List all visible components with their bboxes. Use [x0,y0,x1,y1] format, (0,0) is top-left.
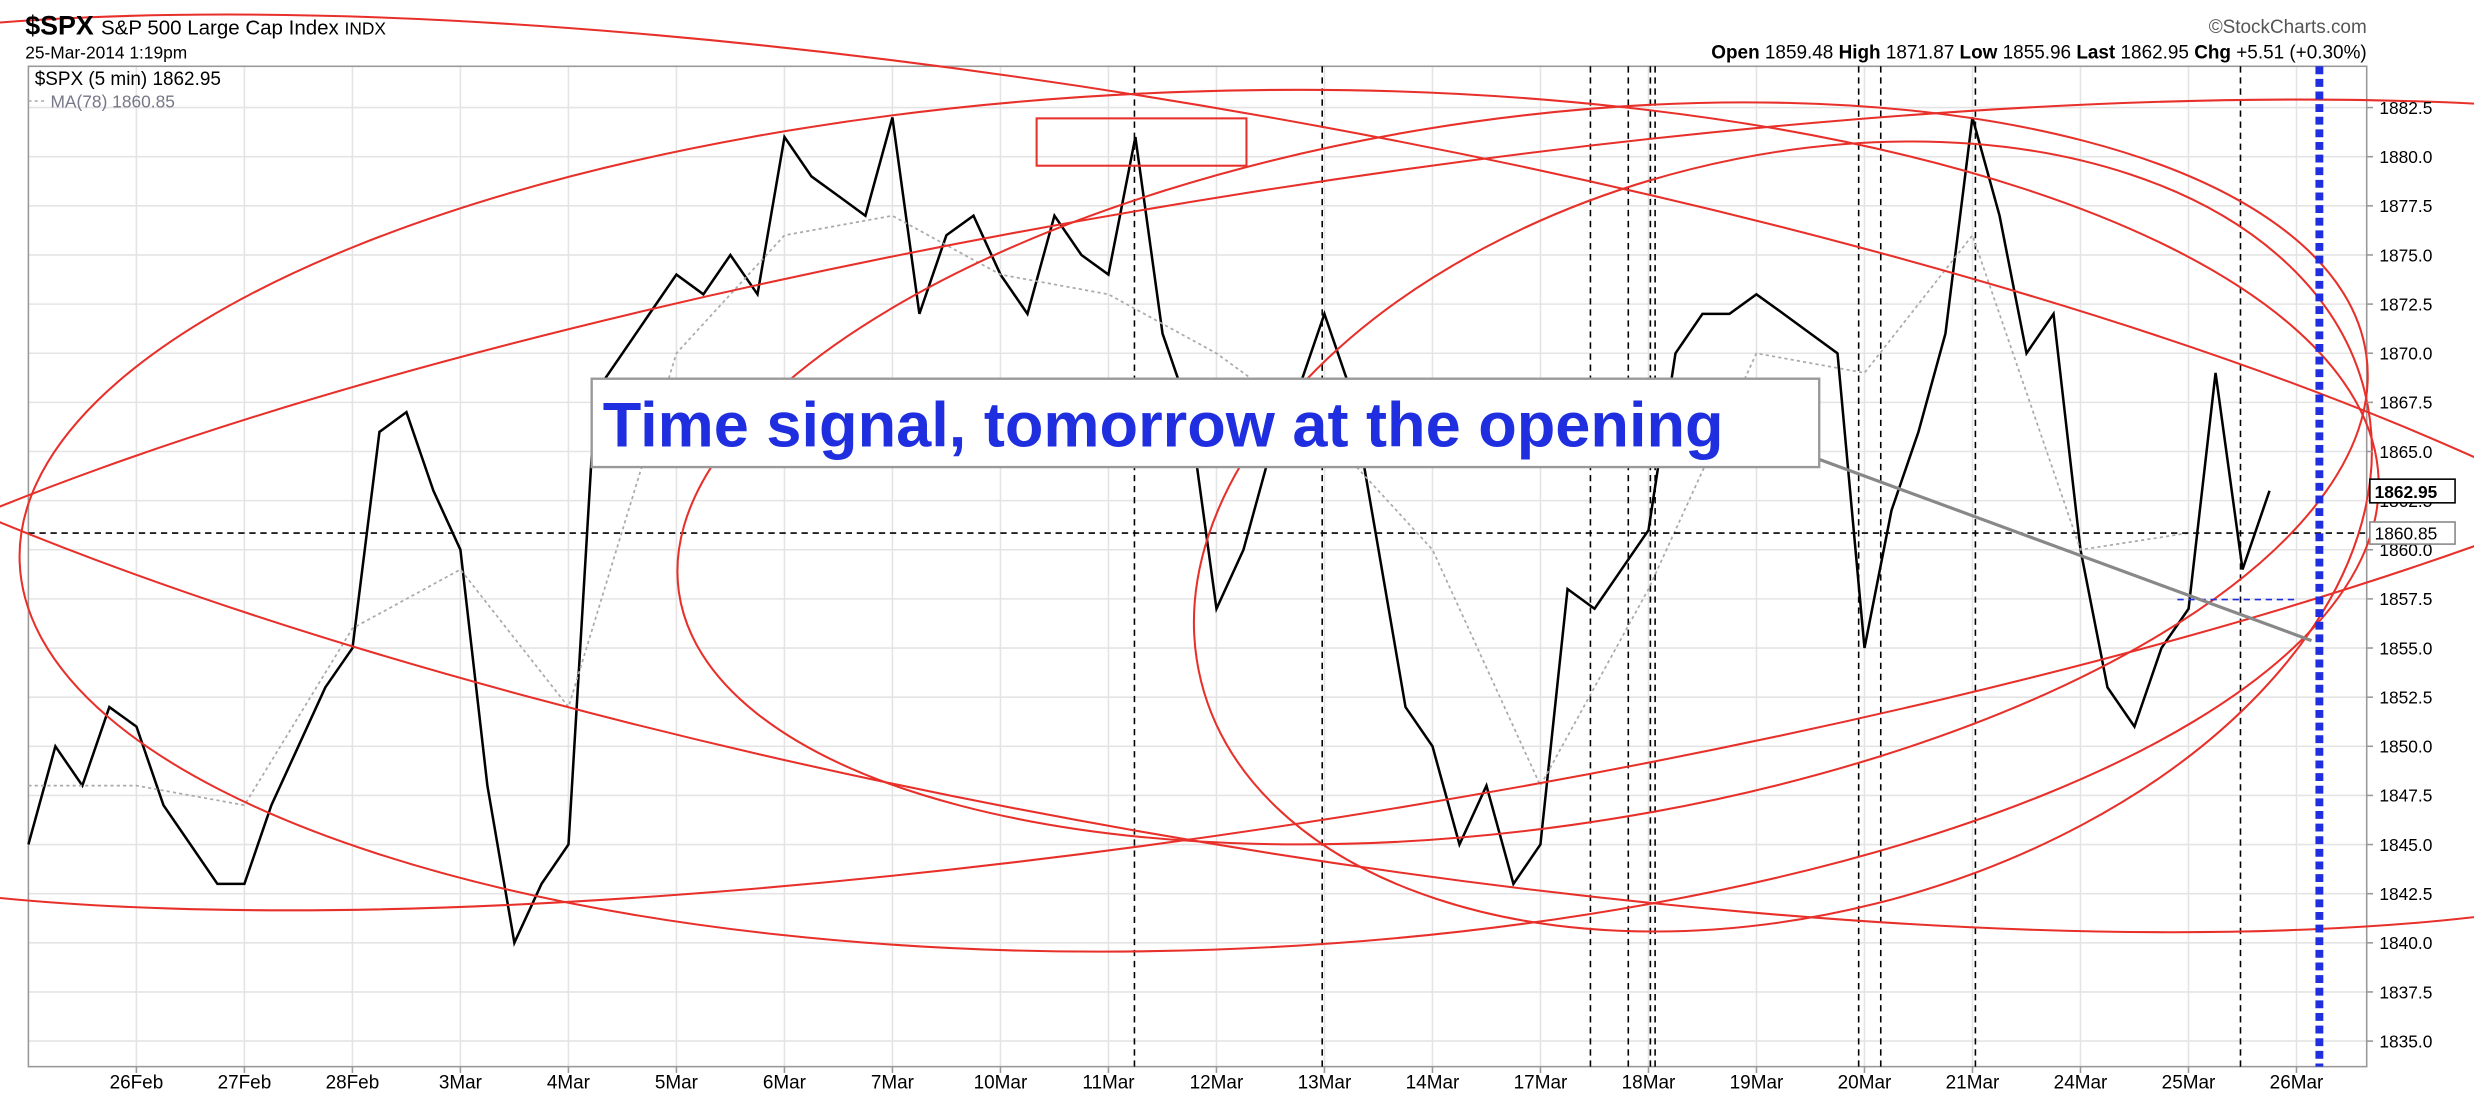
chg-label: Chg [2194,42,2231,63]
plot-frame [27,65,2368,1068]
y-tick-label: 1865.0 [2379,442,2432,462]
y-tick-label: 1842.5 [2379,884,2432,904]
x-tick-label: 21Mar [1946,1073,2000,1094]
y-tick-label: 1852.5 [2379,687,2432,707]
callout-box [590,377,1821,469]
y-tick-label: 1857.5 [2379,589,2432,609]
legend-value: 1860.85 [112,91,175,111]
y-tick-label: 1837.5 [2379,982,2432,1002]
y-tick-label: 1882.5 [2379,98,2432,118]
y-tick-label: 1850.0 [2379,737,2432,757]
exchange: INDX [345,19,387,39]
legend-label: $SPX (5 min) [35,69,148,90]
index-name: S&P 500 Large Cap Index INDX [101,17,386,40]
y-tick-label: 1872.5 [2379,294,2432,314]
x-tick-label: 6Mar [763,1073,806,1094]
date: 25-Mar-2014 1:19pm [25,42,187,62]
y-tick-label: 1840.0 [2379,933,2432,953]
x-tick-label: 25Mar [2162,1073,2216,1094]
x-tick-label: 24Mar [2054,1073,2108,1094]
quote-line: Open 1859.48 High 1871.87 Low 1855.96 La… [1711,42,2366,63]
x-tick-label: 10Mar [974,1073,1028,1094]
y-tick-label: 1867.5 [2379,393,2432,413]
y-tick-label: 1870.0 [2379,344,2432,364]
last-value: 1862.95 [2121,42,2189,63]
x-tick-label: 26Mar [2270,1073,2324,1094]
x-tick-label: 11Mar [1082,1073,1134,1094]
callout-text: Time signal, tomorrow at the opening [603,391,1724,461]
high-label: High [1839,42,1881,63]
y-tick-label: 1855.0 [2379,638,2432,658]
y-tick-label: 1877.5 [2379,196,2432,216]
legend-label: MA(78) [50,91,107,111]
ma-tag: 1860.85 [2375,523,2438,543]
x-tick-label: 3Mar [439,1073,482,1094]
y-tick-label: 1860.0 [2379,540,2432,560]
open-label: Open [1711,42,1759,63]
x-tick-label: 14Mar [1406,1073,1460,1094]
y-tick-label: 1880.0 [2379,147,2432,167]
x-tick-label: 12Mar [1190,1073,1244,1094]
index-name: S&P 500 Large Cap Index [101,17,340,40]
x-tick-label: 27Feb [218,1073,272,1094]
last-label: Last [2076,42,2116,63]
time-lines [1133,66,2242,1067]
ma-line [28,214,2189,807]
x-tick-label: 5Mar [655,1073,698,1094]
high-value: 1871.87 [1886,42,1954,63]
last-tag-box [2369,478,2456,504]
x-tick-label: 7Mar [871,1073,914,1094]
x-tick-label: 28Feb [326,1073,380,1094]
x-tick-label: 26Feb [110,1073,164,1094]
x-tick-label: 4Mar [547,1073,590,1094]
y-tick-label: 1847.5 [2379,786,2432,806]
symbol: $SPX [25,11,94,41]
x-tick-label: 13Mar [1298,1073,1352,1094]
x-tick-label: 19Mar [1730,1073,1784,1094]
low-value: 1855.96 [2003,42,2071,63]
x-tick-label: 17Mar [1514,1073,1568,1094]
low-label: Low [1960,42,1998,63]
chg-value: +5.51 (+0.30%) [2236,42,2366,63]
legend-price: $SPX (5 min) 1862.95 [35,69,221,90]
y-tick-label: 1845.0 [2379,835,2432,855]
callout-pointer [1813,456,2313,643]
price-line [27,117,2271,947]
x-tick-label: 20Mar [1838,1073,1892,1094]
y-tick-label: 1875.0 [2379,245,2432,265]
series-layer [27,117,2367,947]
open-value: 1859.48 [1765,42,1833,63]
x-tick-label: 18Mar [1622,1073,1676,1094]
legend-ma: MA(78) 1860.85 [50,91,174,111]
ma-tag-box [2369,521,2456,545]
source: ©StockCharts.com [2209,17,2367,38]
y-tick-label: 1835.0 [2379,1031,2432,1051]
legend-value: 1862.95 [152,69,220,90]
last-tag: 1862.95 [2375,482,2438,502]
